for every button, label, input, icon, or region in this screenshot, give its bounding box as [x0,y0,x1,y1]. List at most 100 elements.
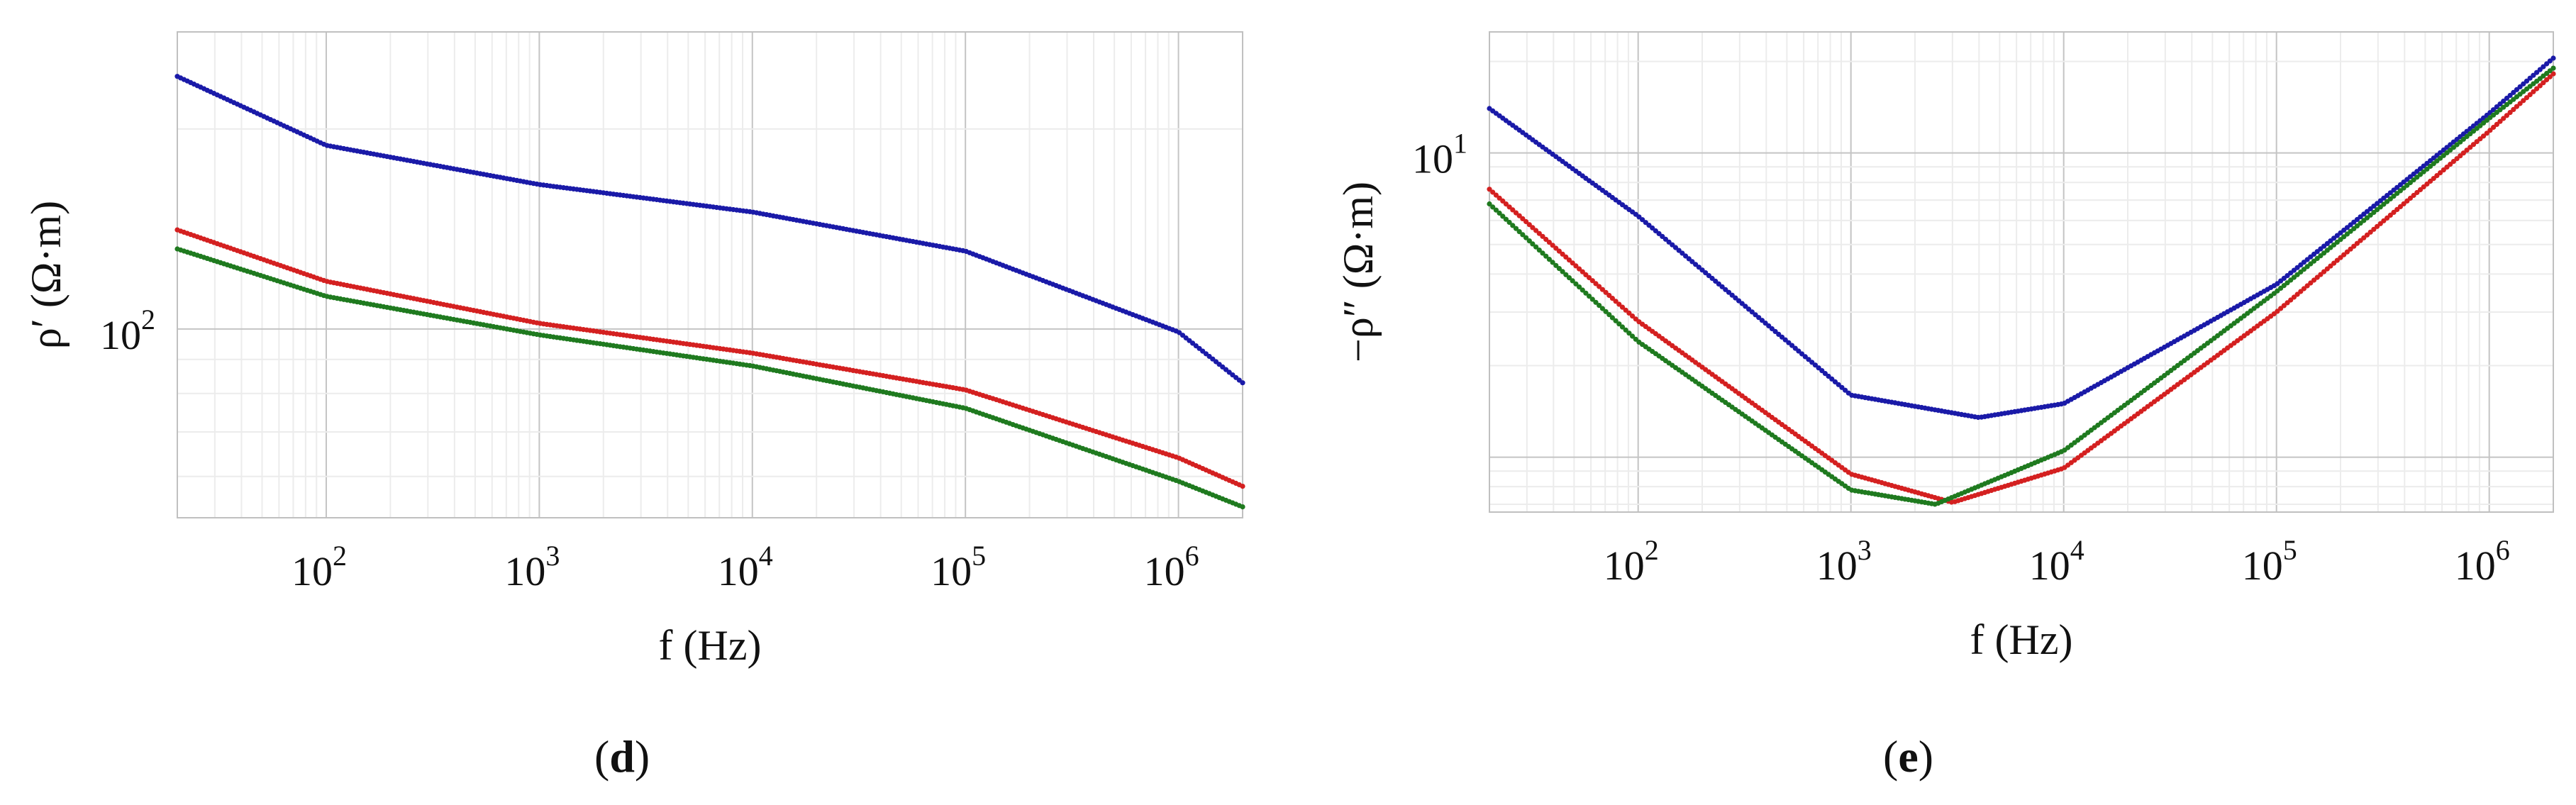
data-point [1563,272,1569,277]
data-point [1613,299,1619,304]
series-green [174,246,1245,510]
chart-d: 102 103 104 105 106 102 f (Hz) ρ′ (Ω·m) [23,31,1245,669]
x-tick-exponent: 3 [1858,534,1872,566]
data-point [2511,106,2516,112]
y-tick-exponent: 2 [141,304,155,335]
data-point [2544,61,2550,67]
x-tick-label: 103 [504,540,560,594]
data-point [1806,357,1811,362]
data-point [1843,387,1848,393]
data-point [2375,223,2380,229]
x-tick-label: 106 [2455,534,2510,589]
data-point [1240,380,1245,386]
data-point [1603,289,1609,295]
data-point [1593,299,1599,305]
data-point [1599,306,1605,311]
x-tick-label: 104 [2029,534,2084,589]
data-point [1523,235,1529,240]
data-point [2544,77,2550,83]
data-point [1560,251,1565,257]
data-point [1719,284,1725,289]
data-point [2494,104,2499,110]
data-point [2547,58,2553,64]
data-point [2547,74,2553,79]
data-point [2391,209,2397,215]
data-point [2448,162,2453,167]
data-point [2487,128,2493,133]
data-point [1587,274,1592,281]
x-tick-label: 105 [2242,534,2297,589]
data-point [1493,207,1499,213]
data-point [1616,321,1622,327]
data-point [1782,337,1788,343]
data-point [1709,275,1715,282]
data-point [1533,228,1539,233]
data-point [1626,310,1632,316]
data-point [1490,189,1496,195]
data-point [2534,70,2540,75]
data-point [1550,243,1555,248]
data-point [2281,303,2287,309]
data-point [1789,343,1795,348]
data-point [1540,250,1545,256]
data-point [2424,181,2430,187]
data-point [1829,376,1835,382]
series-blue [1487,55,2556,421]
data-point [1560,269,1565,274]
data-point [1540,233,1545,239]
data-point [1493,192,1499,198]
data-point [2314,274,2320,280]
x-axis-label: f (Hz) [1970,616,2073,663]
data-point [1609,315,1615,321]
data-point [2331,260,2337,266]
data-point [2438,170,2443,176]
data-point [2354,240,2360,246]
data-point [1570,260,1575,266]
data-point [2321,269,2327,274]
data-point [1606,312,1612,318]
data-point [1580,287,1585,293]
data-point [1589,296,1595,302]
data-point [2550,65,2556,71]
data-point [2501,116,2506,121]
data-point [1536,248,1542,253]
x-tick-exponent: 6 [1185,540,1199,572]
x-tick-exponent: 3 [545,540,560,572]
data-point [1726,289,1732,295]
data-point [2318,272,2324,277]
data-point [2550,71,2556,77]
data-point [1520,216,1526,221]
data-point [2344,249,2350,255]
data-point [1772,328,1778,334]
x-tick-exponent: 4 [2070,534,2084,566]
data-point [2294,292,2300,297]
data-point [1506,219,1512,226]
data-point [2387,212,2393,218]
data-point [2531,72,2536,78]
data-point [1603,309,1609,314]
data-point [1630,333,1636,339]
y-tick-label: 101 [1412,128,1467,182]
data-point [1566,257,1572,263]
data-point [2541,80,2546,86]
data-point [1553,245,1559,251]
data-point [1696,265,1701,270]
data-point [1513,226,1519,231]
y-axis-label: ρ′ (Ω·m) [23,201,70,349]
data-point [1587,294,1592,299]
data-point [2417,187,2424,193]
data-point [2470,142,2477,148]
data-point [1749,309,1755,315]
data-point [2364,232,2370,238]
data-point [2491,124,2497,131]
x-tick-exponent: 4 [759,540,773,572]
chart-e: 102 103 104 105 106 101 f (Hz) −ρ″ (Ω·m) [1335,31,2556,663]
x-tick-label: 103 [1816,534,1872,589]
data-point [2524,78,2530,84]
plot-frame [1489,31,2554,513]
data-point [1580,269,1585,274]
data-point [2474,139,2480,145]
data-point [2394,206,2400,212]
data-point [1500,198,1506,204]
